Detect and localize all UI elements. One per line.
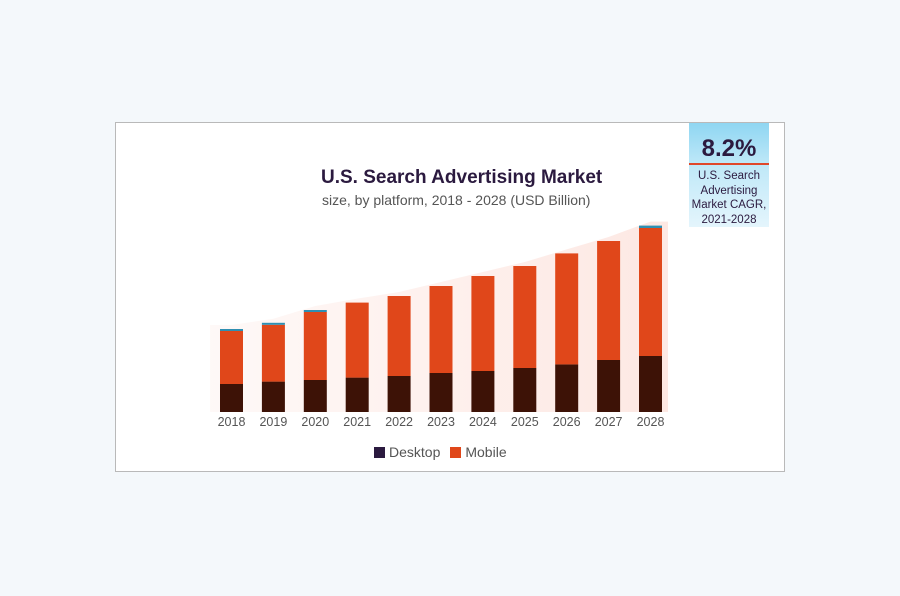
bar-mobile-2023: [429, 286, 453, 373]
x-tick-label: 2026: [553, 415, 581, 429]
x-tick-label: 2018: [218, 415, 246, 429]
x-tick-labels: 2018 2019 2020 2021 2022 2023 2024 2025 2026 2027…: [218, 415, 665, 429]
bar-desktop-2023: [429, 373, 453, 412]
x-tick-label: 2019: [259, 415, 287, 429]
cagr-label-line: U.S. Search: [698, 170, 760, 182]
bar-mobile-2018: [220, 331, 243, 384]
bar-mobile-2028: [639, 228, 662, 356]
legend: Desktop Mobile: [374, 444, 517, 460]
cagr-value: 8.2%: [701, 135, 757, 162]
cagr-divider: [689, 163, 769, 165]
bar-desktop-2020: [303, 380, 327, 412]
bar-other-2019: [261, 322, 285, 325]
x-tick-label: 2020: [301, 415, 329, 429]
bar-desktop-2027: [597, 360, 621, 412]
bars-group: [220, 225, 662, 412]
chart-title: U.S. Search Advertising Market: [321, 167, 603, 188]
x-tick-label: 2028: [637, 415, 665, 429]
bar-desktop-2025: [513, 368, 537, 412]
bar-mobile-2019: [261, 324, 285, 382]
cagr-callout: 8.2% U.S. Search Advertising Market CAGR…: [689, 123, 769, 227]
legend-label-desktop: Desktop: [389, 444, 441, 460]
legend-swatch-mobile: [450, 446, 462, 458]
x-tick-label: 2025: [511, 415, 539, 429]
chart-subtitle: size, by platform, 2018 - 2028 (USD Bill…: [322, 192, 591, 208]
bar-mobile-2022: [387, 296, 411, 376]
bar-mobile-2027: [597, 241, 621, 360]
bar-mobile-2026: [555, 253, 579, 365]
cagr-label-line: 2021-2028: [701, 213, 757, 226]
legend-label-mobile: Mobile: [465, 444, 507, 460]
bar-other-2018: [220, 329, 243, 331]
legend-swatch-desktop: [374, 446, 385, 458]
bar-other-2020: [303, 310, 327, 312]
bar-desktop-2028: [639, 356, 662, 412]
bar-other-2028: [639, 225, 662, 228]
x-tick-label: 2027: [595, 415, 623, 429]
bar-desktop-2022: [387, 376, 411, 412]
bar-mobile-2024: [471, 276, 495, 371]
x-tick-label: 2021: [343, 415, 371, 429]
x-tick-label: 2024: [469, 415, 497, 429]
bar-mobile-2021: [345, 302, 369, 378]
bar-mobile-2025: [513, 266, 537, 368]
cagr-label-line: Advertising: [700, 184, 758, 197]
bar-desktop-2019: [261, 381, 285, 412]
cagr-label: U.S. Search Advertising Market CAGR, 202…: [691, 169, 767, 227]
x-tick-label: 2023: [427, 415, 455, 429]
bar-desktop-2026: [555, 364, 579, 412]
legend-item-desktop: Desktop: [374, 444, 440, 460]
bar-desktop-2021: [345, 377, 369, 412]
cagr-label-line: Market CAGR,: [691, 199, 767, 211]
x-tick-label: 2022: [385, 415, 413, 429]
bar-mobile-2020: [303, 312, 327, 380]
legend-item-mobile: Mobile: [450, 444, 507, 460]
bar-desktop-2024: [471, 371, 495, 412]
bar-desktop-2018: [220, 384, 243, 412]
